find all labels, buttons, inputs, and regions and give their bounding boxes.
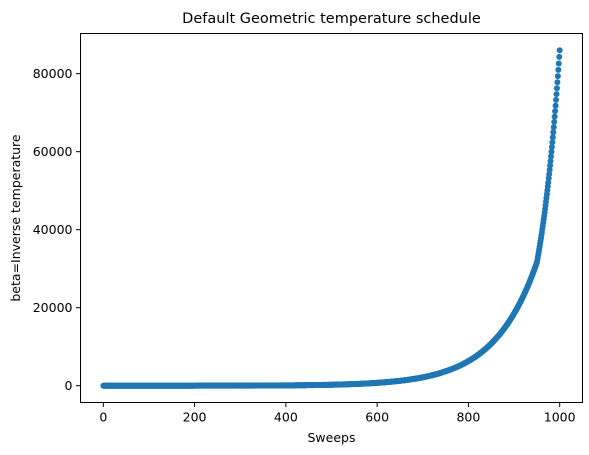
x-tick-label: 800: [456, 410, 480, 425]
data-point: [556, 53, 563, 60]
y-tick-label: 20000: [33, 300, 73, 315]
data-point: [552, 108, 559, 115]
data-point: [548, 144, 555, 151]
axes-frame: [80, 33, 583, 403]
x-tick-label: 1000: [544, 410, 576, 425]
data-point: [551, 113, 558, 120]
data-point: [547, 162, 554, 169]
chart-title: Default Geometric temperature schedule: [182, 11, 481, 27]
y-axis-label: beta=Inverse temperature: [8, 134, 23, 302]
data-point: [553, 85, 560, 92]
y-tick-label: 0: [65, 378, 73, 393]
y-tick-label: 40000: [33, 222, 73, 237]
y-tick-label: 60000: [33, 144, 73, 159]
y-axis: 0 20000 40000 60000 80000: [33, 66, 81, 393]
data-point: [556, 47, 563, 54]
data-point: [554, 73, 561, 80]
x-tick-label: 600: [365, 410, 389, 425]
data-point: [549, 139, 556, 146]
x-tick-label: 200: [183, 410, 207, 425]
data-point: [554, 79, 561, 86]
data-point: [549, 134, 556, 141]
data-point: [551, 118, 558, 125]
x-axis-label: Sweeps: [308, 430, 356, 445]
data-point: [548, 153, 555, 160]
data-point: [553, 96, 560, 103]
x-tick-label: 400: [274, 410, 298, 425]
x-axis: 0 200 400 600 800 1000: [99, 402, 576, 425]
data-point: [555, 66, 562, 73]
data-point: [555, 60, 562, 67]
data-points: [100, 47, 563, 389]
data-point: [546, 166, 553, 173]
data-point: [552, 102, 559, 109]
y-tick-label: 80000: [33, 66, 73, 81]
data-point: [553, 91, 560, 98]
plot-area: [80, 33, 583, 403]
data-point: [550, 124, 557, 131]
x-tick-label: 0: [99, 410, 107, 425]
data-point: [547, 157, 554, 164]
data-point: [548, 148, 555, 155]
data-point: [550, 129, 557, 136]
